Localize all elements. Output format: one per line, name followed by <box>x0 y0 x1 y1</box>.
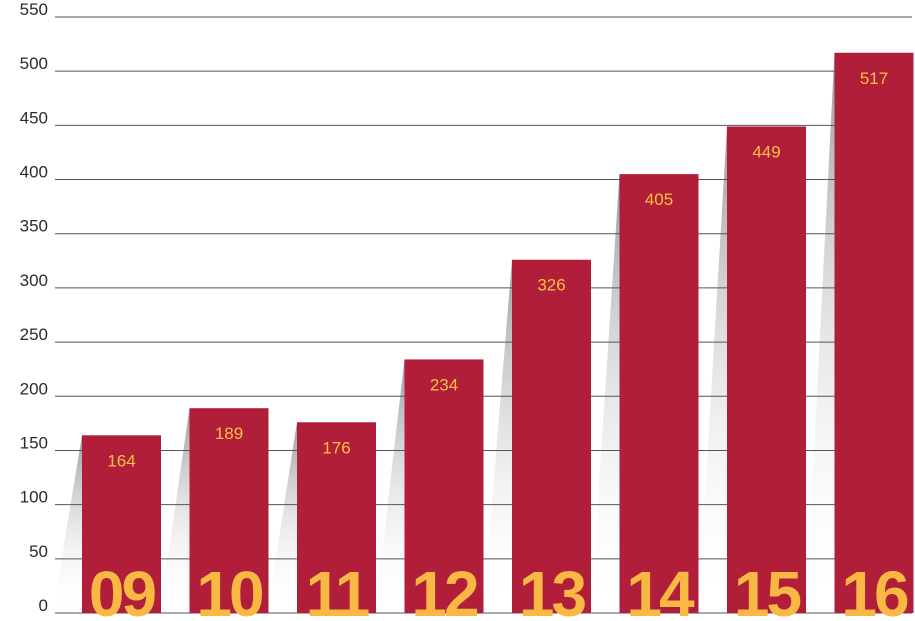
y-tick-label: 100 <box>20 488 48 507</box>
bar-shadow <box>54 435 82 613</box>
y-tick-label: 500 <box>20 54 48 73</box>
bar-shadow <box>161 408 190 613</box>
bar-shadow <box>376 359 405 613</box>
data-label: 189 <box>215 424 243 443</box>
y-tick-label: 150 <box>20 433 48 452</box>
y-tick-label: 0 <box>39 596 48 615</box>
category-label: 11 <box>306 558 369 621</box>
bar-shadow <box>268 422 297 613</box>
data-label: 164 <box>107 451 135 470</box>
bar <box>297 422 376 613</box>
bar <box>727 126 806 614</box>
y-tick-label: 250 <box>20 325 48 344</box>
y-axis-ticks: 0 50 100 150 200 250 300 350 400 450 500 550 <box>20 0 48 615</box>
category-label: 10 <box>196 558 262 621</box>
bar <box>834 52 914 613</box>
data-label: 405 <box>645 190 673 209</box>
category-label: 09 <box>89 558 156 621</box>
data-label: 176 <box>322 438 350 457</box>
bar <box>82 435 161 613</box>
bars <box>82 52 914 614</box>
data-label: 234 <box>430 375 458 394</box>
category-label: 13 <box>519 558 586 621</box>
category-label: 14 <box>626 558 695 621</box>
data-label: 517 <box>860 69 888 88</box>
data-labels: 164 189 176 234 326 405 449 517 <box>107 69 888 471</box>
category-labels: 09 10 11 12 13 14 15 16 <box>89 558 911 621</box>
category-label: 12 <box>411 558 478 621</box>
bar-shadow <box>483 259 512 613</box>
y-tick-label: 50 <box>29 542 48 561</box>
data-label: 326 <box>537 276 565 295</box>
bar-shadow <box>806 52 835 613</box>
category-label: 16 <box>841 558 908 621</box>
y-tick-label: 450 <box>20 108 48 127</box>
bar <box>619 174 699 614</box>
category-label: 15 <box>734 558 801 621</box>
data-label: 449 <box>752 142 780 161</box>
y-tick-label: 550 <box>20 0 48 19</box>
bar-shadow <box>591 174 620 614</box>
bar-shadow <box>698 126 727 614</box>
bar <box>189 408 269 613</box>
y-tick-label: 350 <box>20 217 48 236</box>
bar <box>404 359 484 613</box>
bar-shadows <box>54 52 835 614</box>
y-tick-label: 200 <box>20 379 48 398</box>
y-tick-label: 300 <box>20 271 48 290</box>
bar <box>512 259 591 613</box>
y-tick-label: 400 <box>20 163 48 182</box>
